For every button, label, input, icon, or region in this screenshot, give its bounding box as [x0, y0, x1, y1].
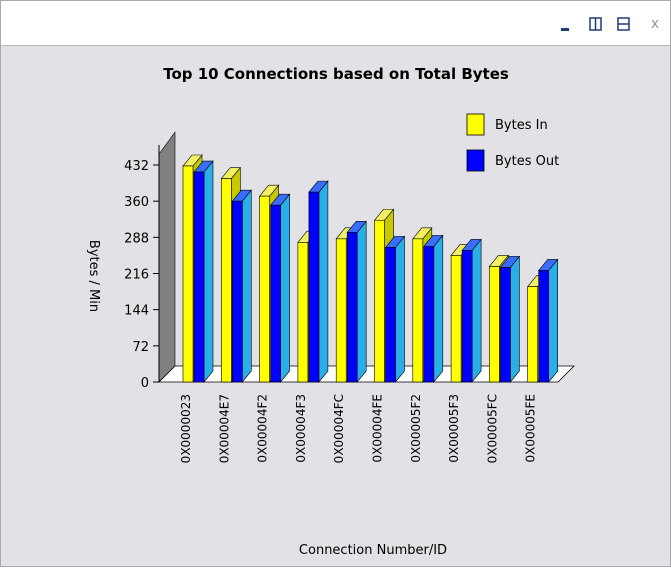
bar-bytes-out[interactable] — [308, 180, 329, 383]
chart-title: Top 10 Connections based on Total Bytes — [163, 65, 509, 83]
y-axis-ticks: 0 72 144 216 288 360 432 — [124, 145, 160, 391]
bar-bytes-out[interactable] — [346, 220, 367, 383]
y-axis-label: Bytes / Min — [86, 240, 101, 312]
bar-bytes-out[interactable] — [423, 234, 444, 383]
x-axis-ticks: 0X0000023 0X00004E7 0X00004F2 0X00004F3 0X00… — [179, 394, 538, 463]
bar-bytes-out[interactable] — [499, 255, 521, 383]
legend-label: Bytes In — [495, 118, 548, 133]
legend-swatch — [466, 113, 485, 136]
window-titlebar: x — [1, 1, 670, 46]
bar-bytes-out[interactable] — [384, 235, 406, 383]
bar-bytes-out[interactable] — [461, 238, 482, 383]
close-icon[interactable]: x — [650, 16, 660, 32]
y-tick-label: 288 — [124, 231, 149, 246]
chart-area: Top 10 Connections based on Total Bytes … — [1, 46, 670, 566]
x-tick-label: 0X00005F2 — [409, 394, 423, 463]
legend: Bytes In Bytes Out — [466, 113, 559, 172]
bars — [182, 154, 559, 383]
legend-label: Bytes Out — [495, 154, 559, 169]
x-tick-label: 0X00004FC — [332, 394, 346, 463]
legend-item: Bytes In — [466, 113, 548, 136]
y-tick-label: 432 — [124, 159, 149, 174]
x-tick-label: 0X00004F3 — [294, 394, 308, 463]
bar-chart: Top 10 Connections based on Total Bytes … — [86, 65, 575, 558]
bar-bytes-out[interactable] — [231, 189, 252, 383]
x-tick-label: 0X00004FE — [371, 394, 385, 463]
x-tick-label: 0X00004F2 — [256, 394, 270, 463]
legend-swatch — [466, 149, 485, 172]
x-tick-label: 0X00005FC — [485, 394, 499, 463]
x-tick-label: 0X00005F3 — [447, 394, 461, 463]
x-tick-label: 0X00004E7 — [217, 394, 231, 463]
x-axis-label: Connection Number/ID — [299, 543, 447, 558]
y-tick-label: 360 — [124, 195, 149, 210]
bar-bytes-out[interactable] — [538, 258, 559, 383]
x-tick-label: 0X0000023 — [179, 394, 193, 463]
split-horizontal-icon[interactable] — [615, 15, 633, 33]
bar-bytes-out[interactable] — [193, 160, 214, 383]
y-tick-label: 144 — [124, 304, 149, 319]
bar-bytes-out[interactable] — [269, 193, 291, 383]
y-tick-label: 0 — [141, 376, 149, 391]
minimize-icon[interactable] — [557, 15, 575, 33]
chart-back-wall — [158, 131, 176, 383]
y-tick-label: 216 — [124, 268, 149, 283]
legend-item: Bytes Out — [466, 149, 559, 172]
split-vertical-icon[interactable] — [587, 15, 605, 33]
x-tick-label: 0X00005FE — [524, 394, 538, 463]
y-tick-label: 72 — [132, 340, 149, 355]
